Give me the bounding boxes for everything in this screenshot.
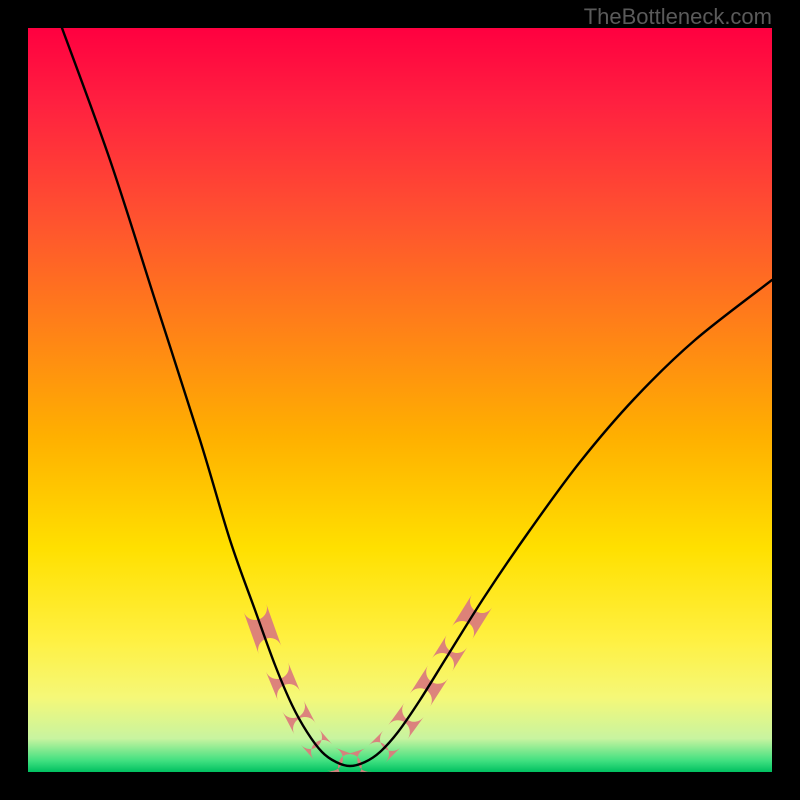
watermark-text: TheBottleneck.com <box>584 4 772 30</box>
plot-gradient-background <box>28 28 772 772</box>
